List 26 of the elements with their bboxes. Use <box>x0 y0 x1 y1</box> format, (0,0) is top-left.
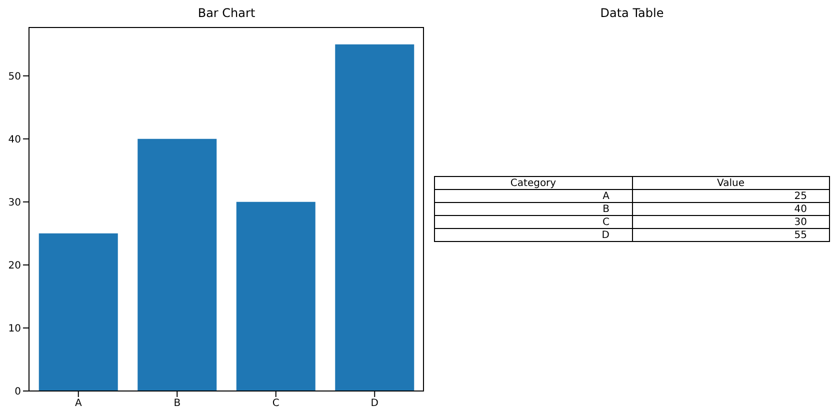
y-tick-label: 40 <box>8 134 21 146</box>
category-label: D <box>434 228 632 242</box>
x-tick-label: D <box>370 398 379 410</box>
bar <box>38 233 118 391</box>
x-tick-label: B <box>174 398 181 410</box>
y-tick-label: 20 <box>8 260 21 272</box>
y-tick-label: 0 <box>14 386 21 398</box>
y-tick-label: 10 <box>8 324 21 335</box>
category-label: A <box>434 190 632 202</box>
bar <box>335 44 414 391</box>
text: Category <box>434 176 632 190</box>
bar <box>138 138 217 391</box>
bar <box>236 202 316 391</box>
text: Data Table <box>599 6 665 20</box>
category-label: B <box>434 202 632 216</box>
data-label: 55 <box>632 228 830 242</box>
x-tick-label: C <box>272 398 280 410</box>
data-label: 40 <box>632 202 830 216</box>
category-label: C <box>434 216 632 228</box>
data-label: 30 <box>632 216 830 228</box>
y-tick-label: 50 <box>8 71 21 82</box>
text: Value <box>632 176 830 190</box>
x-tick-label: A <box>74 398 82 410</box>
y-tick-label: 30 <box>8 197 21 208</box>
data-label: 25 <box>632 190 830 202</box>
chart-title: Bar Chart <box>196 6 256 20</box>
